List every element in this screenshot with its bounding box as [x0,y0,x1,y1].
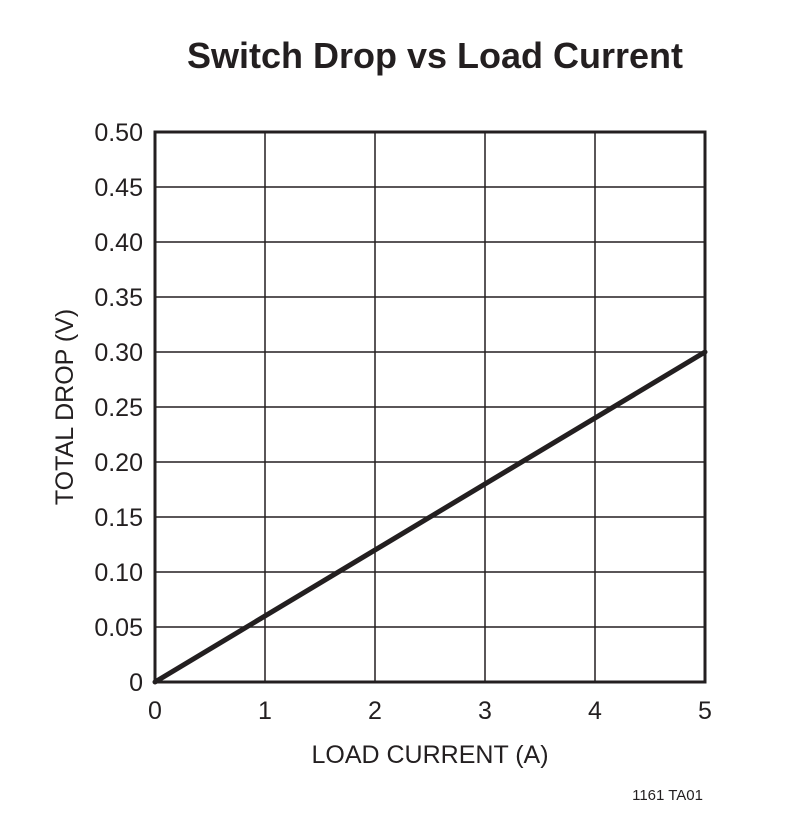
x-tick-label: 5 [698,697,712,725]
y-tick-label: 0.40 [94,229,143,257]
figure-code: 1161 TA01 [632,787,703,804]
y-tick-label: 0 [129,669,143,697]
y-tick-label: 0.50 [94,119,143,147]
plot-frame [153,130,707,684]
x-tick-label: 0 [148,697,162,725]
x-tick-label: 4 [588,697,602,725]
grid [155,132,705,682]
y-tick-label: 0.35 [94,284,143,312]
x-tick-label: 2 [368,697,382,725]
y-tick-labels: 0 0.05 0.10 0.15 0.20 0.25 0.30 0.35 0.40 0.45 0.5… [94,119,143,697]
chart-title: Switch Drop vs Load Current [187,35,683,76]
series-line [152,349,708,685]
x-tick-label: 1 [258,697,272,725]
y-tick-label: 0.15 [94,504,143,532]
y-axis-label: TOTAL DROP (V) [51,309,79,505]
y-tick-label: 0.45 [94,174,143,202]
y-tick-label: 0.10 [94,559,143,587]
y-tick-label: 0.05 [94,614,143,642]
y-tick-label: 0.20 [94,449,143,477]
x-tick-labels: 0 1 2 3 4 5 [148,697,712,725]
series-group [152,349,708,685]
x-axis-label: LOAD CURRENT (A) [311,741,548,769]
x-tick-label: 3 [478,697,492,725]
y-tick-label: 0.25 [94,394,143,422]
y-tick-label: 0.30 [94,339,143,367]
